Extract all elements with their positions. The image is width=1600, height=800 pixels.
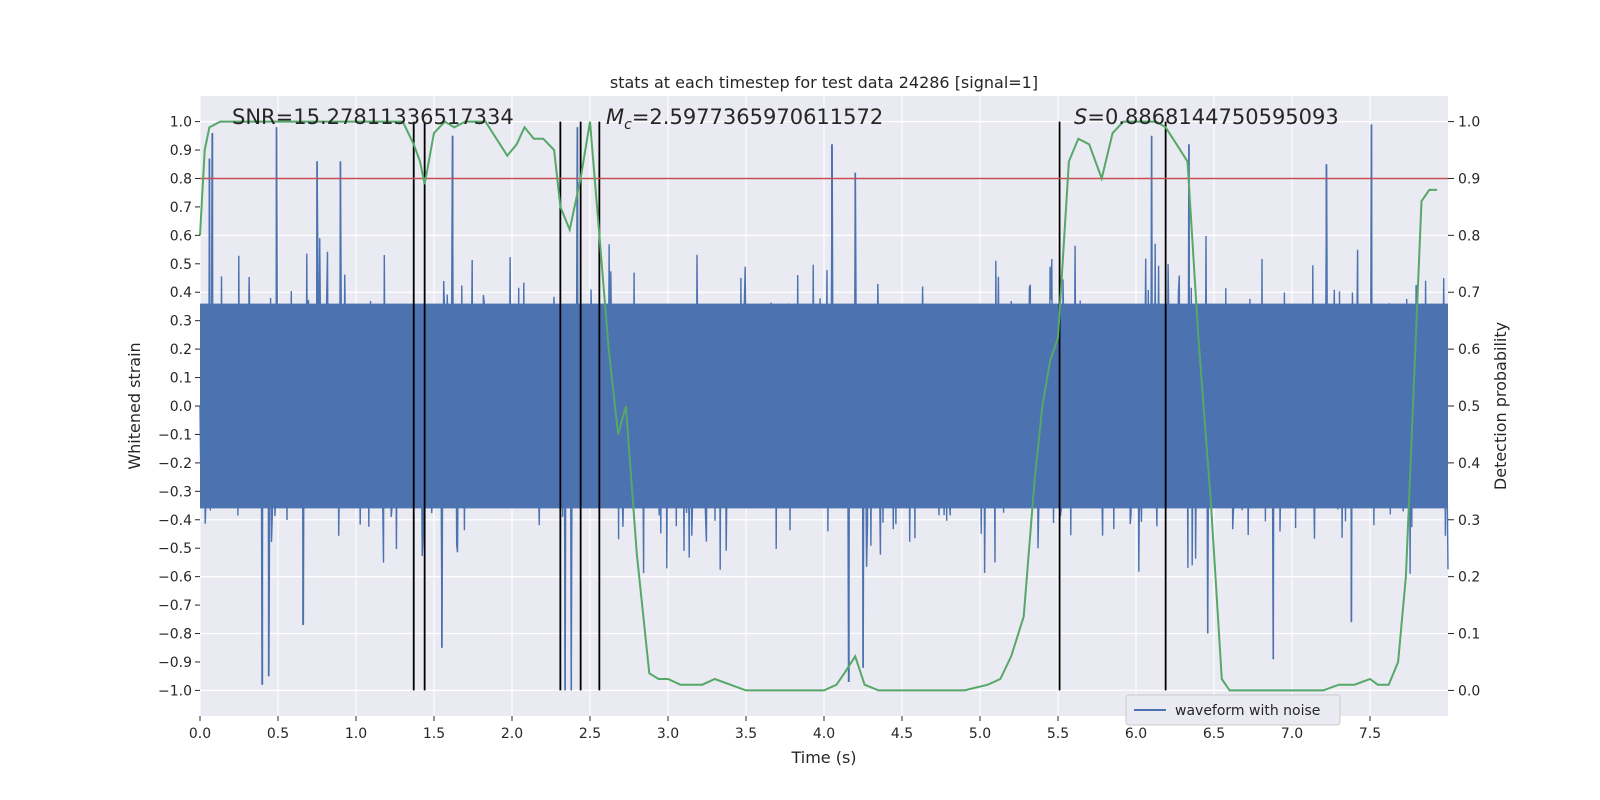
chirp-mass-subscript: c <box>624 117 632 133</box>
x-tick-label: 4.5 <box>891 726 913 742</box>
y-left-tick-label: −0.6 <box>158 570 192 586</box>
chirp-mass-value: =2.5977365970611572 <box>632 105 883 129</box>
s-symbol: S <box>1074 105 1087 129</box>
y-right-tick-label: 0.5 <box>1458 399 1480 415</box>
y-left-tick-label: 0.4 <box>170 285 192 301</box>
x-tick-label: 0.0 <box>189 726 211 742</box>
y-right-tick-label: 0.3 <box>1458 513 1480 529</box>
y-left-tick-label: 0.8 <box>170 171 192 187</box>
y-left-tick-label: −0.3 <box>158 484 192 500</box>
x-tick-label: 5.5 <box>1047 726 1069 742</box>
legend-box <box>1125 694 1341 726</box>
y-right-axis-label: Detection probability <box>1491 322 1510 490</box>
y-right-tick-label: 1.0 <box>1458 115 1480 131</box>
y-left-tick-label: 0.3 <box>170 314 192 330</box>
x-tick-label: 6.0 <box>1125 726 1147 742</box>
waveform-core-band <box>200 303 1448 509</box>
y-left-tick-label: −0.8 <box>158 627 192 643</box>
x-tick-label: 4.0 <box>813 726 835 742</box>
y-left-tick-label: 0.0 <box>170 399 192 415</box>
y-right-tick-label: 0.0 <box>1458 683 1480 699</box>
y-right-tick-label: 0.1 <box>1458 627 1480 643</box>
s-annotation: S=0.8868144750595093 <box>1074 105 1339 129</box>
detection-probability-line <box>199 120 1438 692</box>
x-tick-label: 2.5 <box>579 726 601 742</box>
y-left-tick-label: −0.2 <box>158 456 192 472</box>
y-right-tick-label: 0.7 <box>1458 285 1480 301</box>
x-tick-label: 1.5 <box>423 726 445 742</box>
y-left-tick-label: 1.0 <box>170 115 192 131</box>
legend: waveform with noise <box>1125 694 1341 726</box>
x-tick-label: 1.0 <box>345 726 367 742</box>
x-axis-label: Time (s) <box>790 748 856 767</box>
y-right-tick-label: 0.2 <box>1458 570 1480 586</box>
y-left-tick-label: −0.5 <box>158 541 192 557</box>
y-left-tick-label: −1.0 <box>158 683 192 699</box>
chirp-mass-symbol: M <box>606 105 624 129</box>
y-left-tick-label: −0.9 <box>158 655 192 671</box>
legend-label: waveform with noise <box>1175 703 1320 719</box>
x-tick-label: 2.0 <box>501 726 523 742</box>
s-value: =0.8868144750595093 <box>1087 105 1338 129</box>
y-right-tick-label: 0.9 <box>1458 171 1480 187</box>
x-tick-label: 3.5 <box>735 726 757 742</box>
chart-title: stats at each timestep for test data 242… <box>610 73 1038 92</box>
y-right-tick-label: 0.8 <box>1458 228 1480 244</box>
y-left-axis-label: Whitened strain <box>125 342 144 469</box>
y-left-tick-label: 0.9 <box>170 143 192 159</box>
x-tick-label: 5.0 <box>969 726 991 742</box>
y-left-tick-label: −0.7 <box>158 598 192 614</box>
y-right-tick-label: 0.6 <box>1458 342 1480 358</box>
x-axis-ticks: 0.0 0.5 1.0 1.5 2.0 2.5 3.0 3.5 4.0 4.5 5.0 5.5 6.0 6… <box>189 716 1381 742</box>
waveform-series <box>199 124 1449 691</box>
y-left-tick-label: 0.2 <box>170 342 192 358</box>
y-left-tick-label: 0.7 <box>170 200 192 216</box>
x-tick-label: 0.5 <box>267 726 289 742</box>
y-left-tick-label: 0.5 <box>170 257 192 273</box>
chirp-mass-annotation: Mc=2.5977365970611572 <box>606 105 883 133</box>
x-tick-label: 6.5 <box>1203 726 1225 742</box>
y-left-tick-label: 0.1 <box>170 371 192 387</box>
y-left-tick-label: −0.4 <box>158 513 192 529</box>
y-left-axis-ticks: 1.0 0.9 0.8 0.7 0.6 0.5 0.4 0.3 0.2 0.1 0.0 −0.1 −0.… <box>158 115 200 699</box>
y-left-tick-label: −0.1 <box>158 427 192 443</box>
x-tick-label: 7.5 <box>1359 726 1381 742</box>
x-tick-label: 7.0 <box>1281 726 1303 742</box>
snr-annotation: SNR=15.27811336517334 <box>232 105 514 129</box>
event-markers <box>412 121 1167 691</box>
x-tick-label: 3.0 <box>657 726 679 742</box>
y-right-axis-ticks: 1.0 0.9 0.8 0.7 0.6 0.5 0.4 0.3 0.2 0.1 0.0 <box>1448 115 1480 699</box>
y-left-tick-label: 0.6 <box>170 228 192 244</box>
y-right-tick-label: 0.4 <box>1458 456 1480 472</box>
